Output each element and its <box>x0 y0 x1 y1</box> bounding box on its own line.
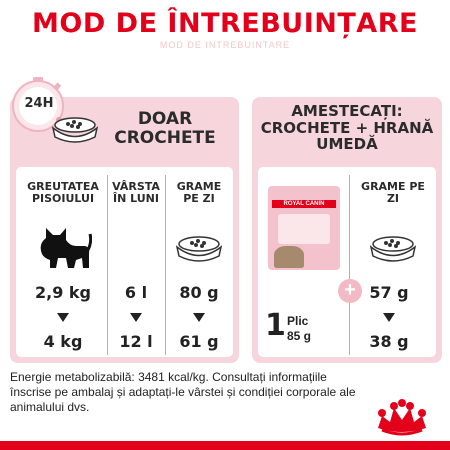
plus-icon: + <box>338 279 362 303</box>
pouch-image: ROYAL CANIN <box>268 186 340 270</box>
col-weight-header: GREUTATEA PISOIULUI <box>27 180 99 206</box>
arrow-down-icon <box>130 313 142 322</box>
arrow-down-icon <box>383 313 395 322</box>
bowl-icon <box>175 236 223 262</box>
pouch-unit: Plic <box>287 314 309 328</box>
energy-note: Energie metabolizabilă: 3481 kcal/kg. Co… <box>10 370 356 414</box>
grams-right-row2: 38 g <box>369 332 409 351</box>
age-row1: 6 l <box>124 283 148 302</box>
divider-2 <box>165 175 166 355</box>
grams-row2: 61 g <box>179 332 219 351</box>
title-watermark: MOD DE INTREBUINTARE <box>159 40 291 50</box>
divider-3 <box>349 175 350 355</box>
col-grams-header: GRAME PE ZI <box>176 180 222 206</box>
age-row2: 12 l <box>119 332 153 351</box>
kitten-icon <box>40 228 92 268</box>
pouch-grams: 85 g <box>287 329 312 343</box>
pouch-kitten-photo <box>274 246 304 268</box>
weight-row2: 4 kg <box>43 332 83 351</box>
arrow-down-icon <box>193 313 205 322</box>
bottom-brand-bar <box>0 441 450 450</box>
left-panel-header: DOAR CROCHETE <box>114 109 216 148</box>
bowl-icon <box>369 236 417 262</box>
grams-right-row1: 57 g <box>369 283 409 302</box>
right-panel-header: AMESTECAȚI: CROCHETE + HRANĂ UMEDĂ <box>260 102 434 153</box>
royal-canin-crown-logo <box>378 399 426 436</box>
plus-sign: + <box>344 279 356 301</box>
divider-1 <box>107 175 108 355</box>
clock-icon <box>12 77 64 132</box>
pouch-brand-label: ROYAL CANIN <box>272 200 336 208</box>
col-age-header: VÂRSTA ÎN LUNI <box>112 180 160 206</box>
grams-row1: 80 g <box>179 283 219 302</box>
page-title: MOD DE ÎNTREBUINȚARE <box>32 8 418 39</box>
pouch-qty: 1 <box>265 308 286 343</box>
bowl-icon <box>51 117 99 143</box>
pouch-window <box>278 214 330 244</box>
arrow-down-icon <box>57 313 69 322</box>
clock-label: 24H <box>24 96 54 111</box>
col-grams-header-right: GRAME PE ZI <box>361 180 425 206</box>
weight-row1: 2,9 kg <box>34 283 91 302</box>
